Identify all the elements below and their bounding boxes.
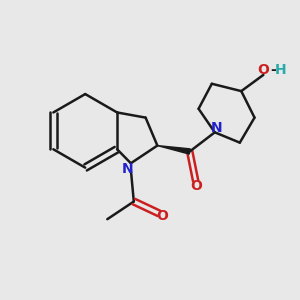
Text: N: N: [122, 162, 134, 176]
Text: O: O: [156, 209, 168, 223]
Text: H: H: [274, 63, 286, 76]
Text: O: O: [190, 179, 202, 193]
Text: N: N: [210, 121, 222, 135]
Polygon shape: [158, 146, 190, 154]
Text: -: -: [270, 63, 276, 76]
Text: O: O: [257, 63, 269, 76]
